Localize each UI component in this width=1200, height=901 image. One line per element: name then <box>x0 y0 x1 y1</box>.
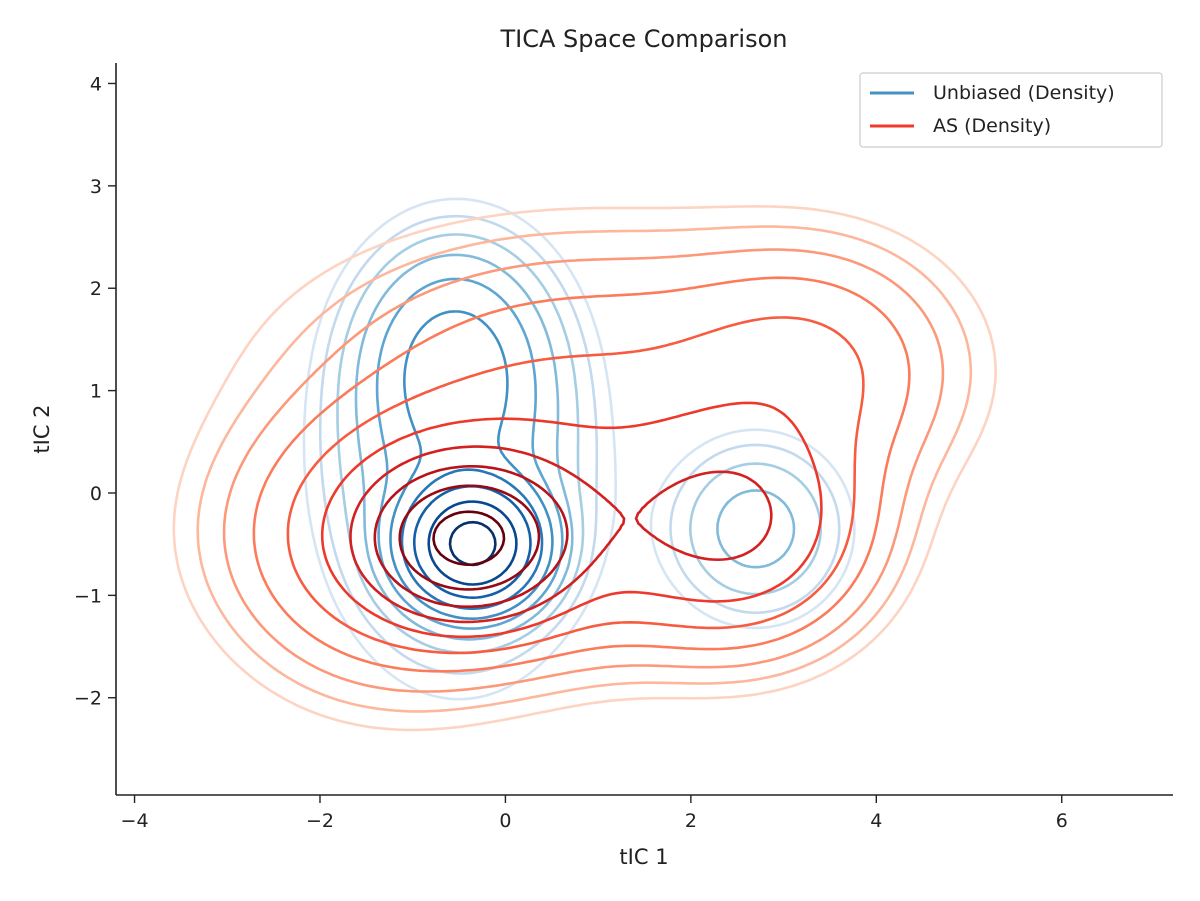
contour-level <box>432 510 506 566</box>
x-tick-label: −4 <box>121 810 149 832</box>
contour-level <box>373 465 569 608</box>
contour-level <box>320 401 823 639</box>
y-tick-label: −2 <box>74 688 102 710</box>
contour-level <box>286 316 865 655</box>
contour-level <box>196 225 973 713</box>
x-ticks: −4 −2 0 2 4 6 <box>121 795 1068 832</box>
contour-series-0 <box>302 197 856 701</box>
legend-box <box>859 72 1163 148</box>
legend: Unbiased (Density) AS (Density) <box>859 72 1163 148</box>
contour-level <box>427 500 518 586</box>
x-tick-label: 2 <box>685 810 697 832</box>
y-tick-label: 1 <box>90 381 102 403</box>
x-tick-label: 4 <box>870 810 882 832</box>
x-tick-label: 6 <box>1056 810 1068 832</box>
y-tick-label: 2 <box>90 278 102 300</box>
contour-plot <box>172 197 997 732</box>
chart-title: TICA Space Comparison <box>499 25 787 53</box>
y-tick-label: 3 <box>90 176 102 198</box>
contour-level <box>172 205 997 732</box>
legend-label-unbiased: Unbiased (Density) <box>933 82 1115 104</box>
axes <box>115 63 1173 796</box>
contour-level <box>398 484 541 591</box>
y-tick-label: −1 <box>74 585 102 607</box>
x-tick-label: 0 <box>499 810 511 832</box>
contour-level <box>252 276 911 673</box>
x-axis-label: tIC 1 <box>619 845 668 869</box>
contour-level <box>222 248 945 693</box>
y-tick-label: 0 <box>90 483 102 505</box>
y-axis-label: tIC 2 <box>30 404 54 453</box>
y-ticks: −2 −1 0 1 2 3 4 <box>74 73 116 710</box>
legend-label-as: AS (Density) <box>933 115 1051 137</box>
contour-level <box>375 277 564 630</box>
contour-level <box>349 445 773 624</box>
contour-level <box>400 468 544 610</box>
contour-series-1 <box>172 205 997 732</box>
y-tick-label: 4 <box>90 73 102 95</box>
x-tick-label: −2 <box>306 810 334 832</box>
